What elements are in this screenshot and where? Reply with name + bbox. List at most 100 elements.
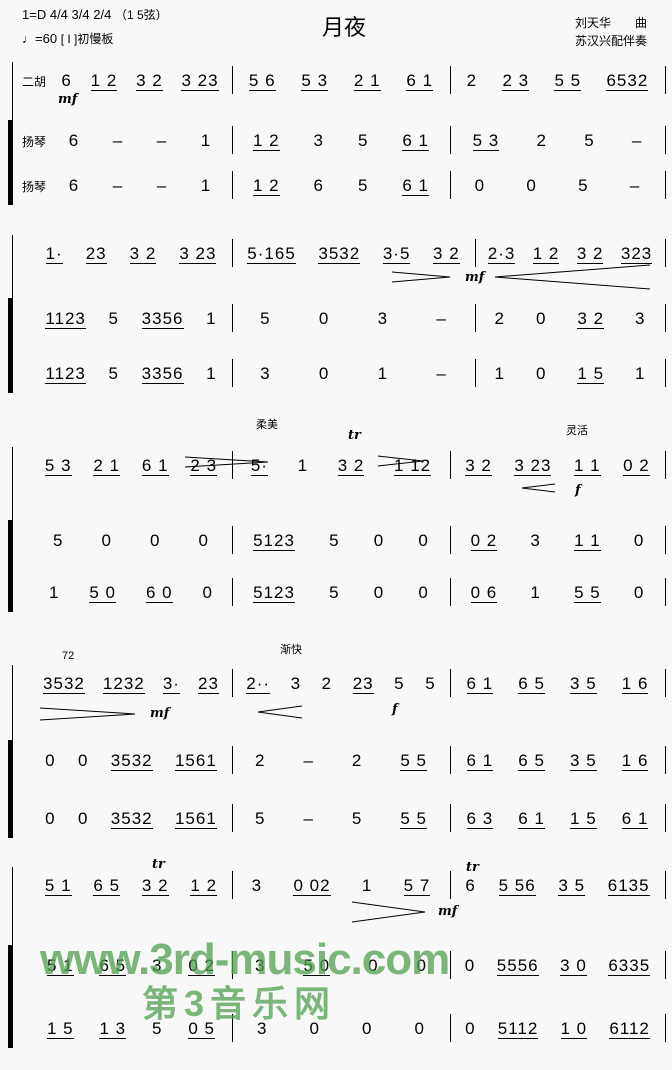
note-group: 3 [313, 131, 325, 150]
composer: 刘天华 曲 [575, 16, 648, 30]
note-group: 0 [373, 531, 385, 550]
note-group: 3 5 [570, 673, 597, 694]
note-group: 5 [108, 364, 120, 383]
note-group: 6 [313, 176, 325, 195]
note-group: 5 56 [498, 875, 536, 896]
barline [232, 526, 233, 554]
barline [232, 578, 233, 606]
measure: 6 5 56 3 5 6135 [454, 875, 661, 897]
measure: 5123 5 0 0 [236, 530, 446, 552]
barline [450, 804, 451, 832]
note-group: 5 1 [44, 875, 72, 896]
note-group: 3 [377, 309, 389, 328]
barline [450, 451, 451, 479]
note-group: 0 [418, 531, 429, 550]
barline [665, 66, 666, 94]
note-group: 1561 [174, 808, 217, 829]
key: 1=D [22, 7, 47, 22]
note-group: 6 [68, 176, 80, 195]
note-group: 0 [77, 751, 89, 770]
barline [450, 66, 451, 94]
dynamic-mf: mf [150, 706, 170, 721]
note-group: 1 [635, 364, 646, 383]
measure: 1 0 1 5 1 [479, 363, 661, 385]
measure: 6 – – 1 [52, 130, 228, 152]
note-group: 6 1 [518, 808, 545, 829]
note-group: 0 [318, 364, 330, 383]
note-group: 3 2 [129, 243, 157, 264]
dynamic-f: f [392, 702, 398, 717]
barline [232, 304, 233, 332]
measure: 3532 1232 3· 23 [34, 673, 228, 695]
note-group: 0 [535, 309, 547, 328]
barline [232, 871, 233, 899]
barline [665, 804, 666, 832]
barline [665, 669, 666, 697]
note-group: 1· [45, 243, 63, 264]
note-group: 3356 [141, 363, 184, 384]
note-group: 5123 [253, 530, 295, 551]
measure: 2·· 3 2 23 5 5 [236, 673, 446, 695]
note-group: 5 1 [46, 955, 74, 976]
note-group: 1 5 [570, 808, 597, 829]
note-group: 0 [418, 583, 429, 602]
note-group: 0 [633, 583, 645, 602]
note-group: 5 [53, 531, 64, 550]
measure: 0 0 5 – [454, 175, 661, 197]
barline [232, 239, 233, 267]
dynamic-mf: mf [58, 92, 78, 107]
note-group: 2·3 [487, 243, 516, 264]
measure: 1123 5 3356 1 [34, 363, 228, 385]
note-group: 6 5 [99, 955, 127, 976]
note-group: 0 [150, 531, 161, 550]
note-group: 0 [633, 531, 645, 550]
note-group: 1232 [102, 673, 145, 694]
trill-mark: tr [152, 857, 165, 872]
note-group: 0 02 [293, 875, 331, 896]
note-group: 5 3 [472, 130, 500, 151]
barline [232, 66, 233, 94]
yangqin-bracket [8, 298, 12, 393]
note-group: 3 [254, 956, 266, 975]
arranger: 苏汉兴配伴奏 [575, 34, 648, 48]
yangqin-bracket [8, 120, 12, 205]
note-group: 3 [530, 531, 541, 550]
barline [665, 239, 666, 267]
note-group: 1561 [174, 750, 217, 771]
tempo: ♩=60 [22, 31, 58, 46]
barline [450, 669, 451, 697]
note-group: – [436, 364, 447, 383]
barline [450, 126, 451, 154]
note-group: 6 5 [518, 673, 545, 694]
note-group: 0 [362, 1019, 373, 1038]
note-group: 6 1 [406, 70, 434, 91]
barline [232, 359, 233, 387]
yangqin-bracket [8, 740, 12, 838]
measure: 0 2 3 1 1 0 [454, 530, 661, 552]
system-line [12, 867, 13, 1048]
section-marking: [ I ]初慢板 [60, 32, 114, 46]
note-group: – [156, 176, 168, 195]
barline [232, 746, 233, 774]
barline [450, 746, 451, 774]
note-group: 3 [635, 309, 646, 328]
instrument-label: 扬琴 [22, 135, 47, 149]
note-group: – [112, 176, 124, 195]
note-group: 0 [45, 809, 56, 828]
decrescendo-hairpin [184, 456, 269, 468]
note-group: 5 [357, 176, 369, 195]
dynamic-f: f [575, 483, 581, 498]
note-group: 5·165 [247, 243, 296, 264]
barline [232, 1014, 233, 1042]
barline [232, 451, 233, 479]
note-group: 6 [465, 876, 476, 895]
note-group: 1 2 [252, 130, 280, 151]
system-line [12, 62, 13, 205]
crescendo-hairpin [257, 705, 303, 719]
barline [665, 359, 666, 387]
note-group: 6 3 [466, 808, 494, 829]
note-group: 3 23 [514, 455, 552, 476]
note-group: 0 [368, 956, 379, 975]
note-group: 0 2 [623, 455, 650, 476]
note-group: 0 [526, 176, 537, 195]
